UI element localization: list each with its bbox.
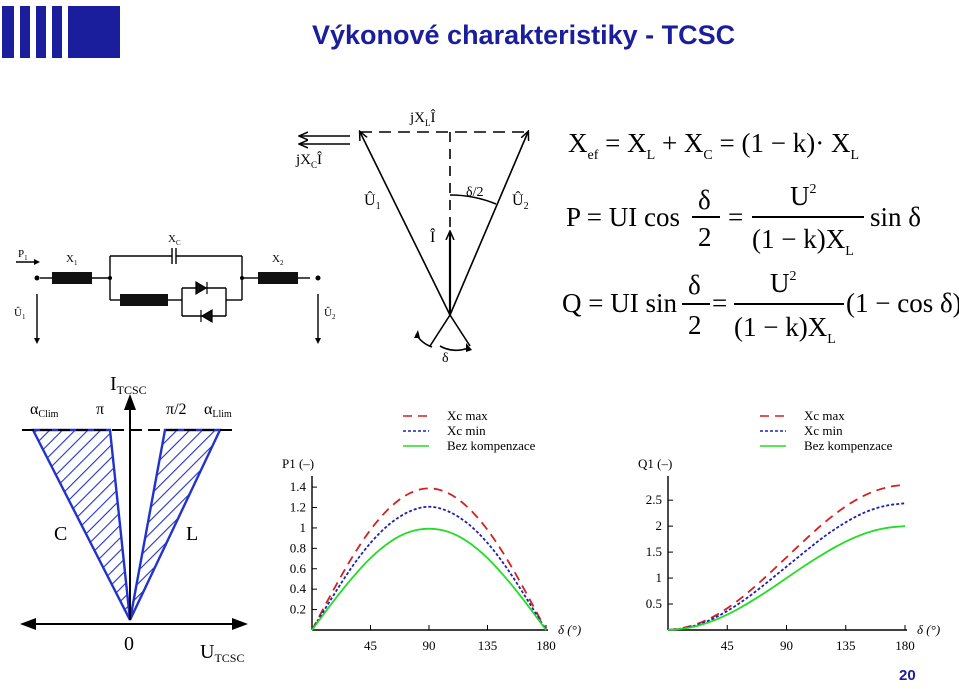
svg-text:jXCÎ: jXCÎ — [295, 151, 322, 170]
tcsc-circuit: P1 X1 XC X2 Û1 Û2 — [14, 233, 336, 344]
y-axis-label: P1 (–) — [282, 456, 314, 471]
svg-text:Î: Î — [430, 227, 436, 246]
y-tick-label: 0.4 — [290, 581, 307, 596]
x-tick-label: 180 — [536, 638, 556, 653]
svg-text:δ/2: δ/2 — [466, 185, 484, 200]
x-tick-label: 90 — [423, 638, 436, 653]
legend-label: Bez kompenzace — [447, 438, 536, 453]
svg-text:UTCSC: UTCSC — [200, 641, 244, 665]
x-tick-label: 90 — [780, 638, 793, 653]
svg-text:C: C — [54, 523, 67, 545]
page-number: 20 — [899, 667, 916, 684]
x-tick-label: 45 — [364, 638, 377, 653]
logo — [0, 4, 130, 58]
svg-text:X1: X1 — [66, 253, 78, 267]
svg-text:π/2: π/2 — [166, 401, 187, 418]
x-axis-label: δ (°) — [917, 622, 940, 637]
svg-text:αLlim: αLlim — [204, 401, 232, 420]
legend-label: Xc min — [804, 423, 843, 438]
y-tick-label: 2 — [656, 518, 663, 533]
svg-text:Û2: Û2 — [512, 190, 529, 212]
phasor-diagram: jXLÎ jXCÎ Û1 Û2 Î δ/2 δ — [295, 109, 550, 366]
x-tick-label: 135 — [836, 638, 856, 653]
series-line-xc-min — [667, 502, 906, 631]
legend-label: Bez kompenzace — [804, 438, 893, 453]
series-line-xc-max — [667, 483, 906, 631]
series-line-bez-kompenzace — [311, 527, 547, 631]
svg-text:P1: P1 — [18, 248, 28, 262]
svg-text:Û2: Û2 — [324, 307, 336, 321]
svg-text:Û1: Û1 — [14, 307, 26, 321]
legend-label: Xc max — [447, 408, 488, 423]
svg-text:ITCSC: ITCSC — [110, 373, 147, 397]
x-tick-label: 135 — [478, 638, 498, 653]
svg-text:Û1: Û1 — [364, 190, 381, 212]
svg-text:αClim: αClim — [30, 401, 59, 420]
y-tick-label: 2.5 — [646, 492, 662, 507]
tcsc-operating-range: ITCSC UTCSC 0 αClim π π/2 αLlim C L — [20, 373, 248, 665]
svg-text:π: π — [96, 401, 104, 418]
page-title: Výkonové charakteristiky - TCSC — [312, 20, 736, 50]
y-tick-label: 1.5 — [646, 544, 662, 559]
y-tick-label: 1 — [300, 520, 307, 535]
x-tick-label: 45 — [721, 638, 734, 653]
y-tick-label: 0.8 — [290, 540, 306, 555]
svg-text:L: L — [186, 523, 198, 545]
y-axis-label: Q1 (–) — [638, 456, 672, 471]
legend-label: Xc min — [447, 423, 486, 438]
x1-reactor — [52, 272, 92, 284]
y-tick-label: 0.2 — [290, 602, 306, 617]
y-tick-label: 0.5 — [646, 596, 662, 611]
y-tick-label: 1.2 — [290, 500, 306, 515]
series-line-bez-kompenzace — [667, 525, 906, 631]
region-c — [31, 428, 132, 621]
series-line-xc-max — [311, 487, 547, 631]
x2-reactor — [258, 272, 298, 284]
svg-text:jXLÎ: jXLÎ — [409, 109, 436, 128]
svg-text:X2: X2 — [272, 253, 284, 267]
svg-text:0: 0 — [124, 633, 134, 655]
y-tick-label: 1.4 — [290, 479, 307, 494]
y-tick-label: 1 — [656, 570, 663, 585]
y-tick-label: 0.6 — [290, 561, 307, 576]
region-l — [128, 428, 222, 621]
tcr-reactor — [120, 294, 168, 306]
x-tick-label: 180 — [895, 638, 915, 653]
x-axis-label: δ (°) — [558, 622, 581, 637]
thyristor-pair — [195, 280, 213, 324]
legend-label: Xc max — [804, 408, 845, 423]
svg-text:XC: XC — [168, 233, 181, 247]
svg-text:δ: δ — [442, 351, 449, 366]
series-line-xc-min — [311, 505, 547, 631]
